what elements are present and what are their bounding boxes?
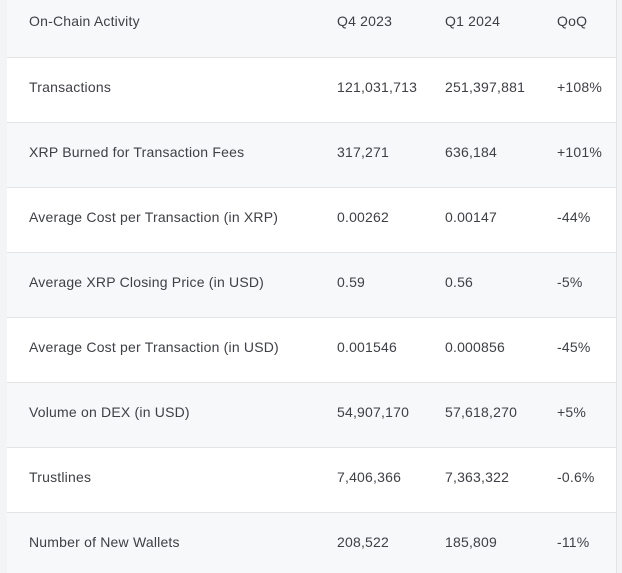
- q1-2024-value: 185,809: [445, 534, 498, 550]
- q4-2023-value: 121,031,713: [337, 79, 418, 95]
- table-header-row: On-Chain Activity Q4 2023 Q1 2024 QoQ: [7, 0, 616, 57]
- table-row-volume-dex: Volume on DEX (in USD) 54,907,170 57,618…: [7, 382, 616, 447]
- row-label: Trustlines: [29, 469, 92, 485]
- q1-2024-value: 57,618,270: [445, 404, 518, 420]
- row-label: Number of New Wallets: [29, 534, 180, 550]
- table-row-avg-closing-price: Average XRP Closing Price (in USD) 0.59 …: [7, 252, 616, 317]
- table-row-new-wallets: Number of New Wallets 208,522 185,809 -1…: [7, 512, 616, 573]
- q4-2023-value: 208,522: [337, 534, 390, 550]
- table-row-xrp-burned: XRP Burned for Transaction Fees 317,271 …: [7, 122, 616, 187]
- q4-2023-value: 317,271: [337, 144, 390, 160]
- row-label: XRP Burned for Transaction Fees: [29, 144, 245, 160]
- qoq-value: -11%: [557, 534, 590, 550]
- q1-2024-value: 251,397,881: [445, 79, 526, 95]
- q1-2024-value: 0.000856: [445, 339, 505, 355]
- table-row-avg-cost-xrp: Average Cost per Transaction (in XRP) 0.…: [7, 187, 616, 252]
- table-row-transactions: Transactions 121,031,713 251,397,881 +10…: [7, 57, 616, 122]
- qoq-value: -44%: [557, 209, 591, 225]
- table-row-trustlines: Trustlines 7,406,366 7,363,322 -0.6%: [7, 447, 616, 512]
- column-header-qoq: QoQ: [557, 13, 588, 29]
- table-row-avg-cost-usd: Average Cost per Transaction (in USD) 0.…: [7, 317, 616, 382]
- q4-2023-value: 54,907,170: [337, 404, 410, 420]
- q4-2023-value: 7,406,366: [337, 469, 402, 485]
- column-header-q4-2023: Q4 2023: [337, 13, 393, 29]
- q1-2024-value: 7,363,322: [445, 469, 510, 485]
- column-header-q1-2024: Q1 2024: [445, 13, 501, 29]
- qoq-value: -5%: [557, 274, 583, 290]
- q4-2023-value: 0.59: [337, 274, 366, 290]
- table-title: On-Chain Activity: [29, 13, 140, 29]
- q4-2023-value: 0.00262: [337, 209, 390, 225]
- q1-2024-value: 0.00147: [445, 209, 498, 225]
- row-label: Average XRP Closing Price (in USD): [29, 274, 265, 290]
- q1-2024-value: 636,184: [445, 144, 498, 160]
- qoq-value: +108%: [557, 79, 602, 95]
- onchain-activity-table: On-Chain Activity Q4 2023 Q1 2024 QoQ Tr…: [7, 0, 617, 573]
- qoq-value: +101%: [557, 144, 602, 160]
- row-label: Volume on DEX (in USD): [29, 404, 190, 420]
- qoq-value: -0.6%: [557, 469, 595, 485]
- q1-2024-value: 0.56: [445, 274, 474, 290]
- row-label: Average Cost per Transaction (in XRP): [29, 209, 279, 225]
- qoq-value: -45%: [557, 339, 591, 355]
- q4-2023-value: 0.001546: [337, 339, 397, 355]
- row-label: Average Cost per Transaction (in USD): [29, 339, 279, 355]
- qoq-value: +5%: [557, 404, 587, 420]
- row-label: Transactions: [29, 79, 112, 95]
